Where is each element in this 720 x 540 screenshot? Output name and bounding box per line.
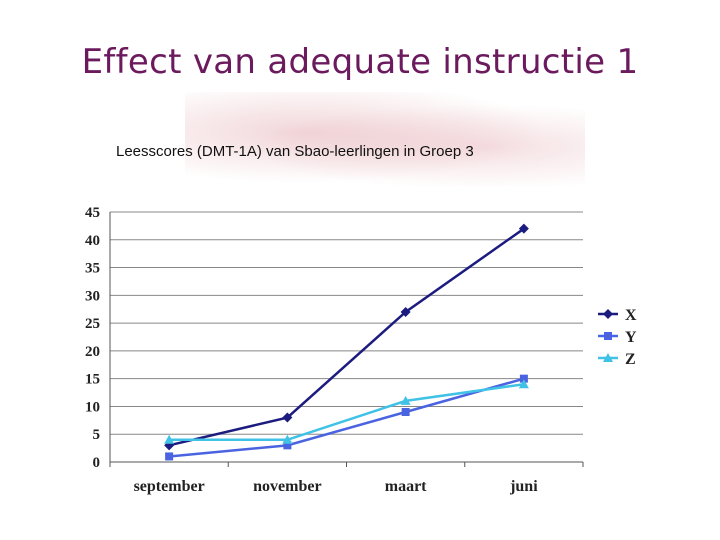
series-line-y bbox=[169, 377, 525, 458]
x-tick-label: juni bbox=[509, 478, 538, 495]
data-point-x bbox=[400, 307, 411, 317]
data-point-x bbox=[518, 223, 529, 234]
y-tick-label: 20 bbox=[85, 344, 100, 360]
legend-label-z: Z bbox=[625, 351, 636, 368]
data-point-x bbox=[164, 440, 175, 451]
data-point-y bbox=[165, 452, 174, 461]
y-tick-label: 10 bbox=[85, 399, 100, 415]
x-tick-label: maart bbox=[385, 478, 427, 495]
x-tick-label: november bbox=[253, 478, 321, 495]
y-tick-label: 40 bbox=[85, 233, 100, 249]
data-point-y bbox=[519, 374, 528, 383]
data-point-z bbox=[164, 434, 175, 444]
legend-marker-x bbox=[603, 309, 613, 319]
y-tick-label: 30 bbox=[85, 288, 100, 304]
legend-marker-z bbox=[603, 353, 613, 362]
legend-label-y: Y bbox=[625, 329, 637, 346]
data-point-z bbox=[282, 434, 293, 444]
chart-subtitle: Leesscores (DMT-1A) van Sbao-leerlingen … bbox=[116, 143, 474, 160]
y-tick-label: 5 bbox=[93, 427, 101, 443]
y-tick-label: 0 bbox=[93, 455, 101, 471]
data-point-x bbox=[282, 412, 293, 423]
data-point-y bbox=[401, 408, 410, 416]
line-chart: 0 5 10 15 20 25 30 35 40 45 september november maart… bbox=[85, 205, 637, 495]
y-tick-label: 25 bbox=[85, 316, 100, 332]
data-point-y bbox=[283, 441, 292, 450]
y-tick-label: 45 bbox=[85, 205, 100, 221]
slide-title: Effect van adequate instructie 1 bbox=[81, 42, 639, 82]
series-line-z bbox=[169, 382, 525, 442]
legend-label-x: X bbox=[625, 307, 637, 324]
y-tick-label: 35 bbox=[85, 261, 100, 277]
chart-frame: 0 5 10 15 20 25 30 35 40 45 september november maart… bbox=[60, 186, 650, 502]
data-point-z bbox=[400, 395, 411, 405]
series-line-x bbox=[168, 227, 525, 447]
y-tick-label: 15 bbox=[85, 372, 100, 388]
background-decoration bbox=[185, 92, 585, 192]
x-tick-label: september bbox=[134, 478, 205, 495]
data-point-z bbox=[518, 379, 529, 389]
legend-marker-y bbox=[604, 332, 612, 340]
